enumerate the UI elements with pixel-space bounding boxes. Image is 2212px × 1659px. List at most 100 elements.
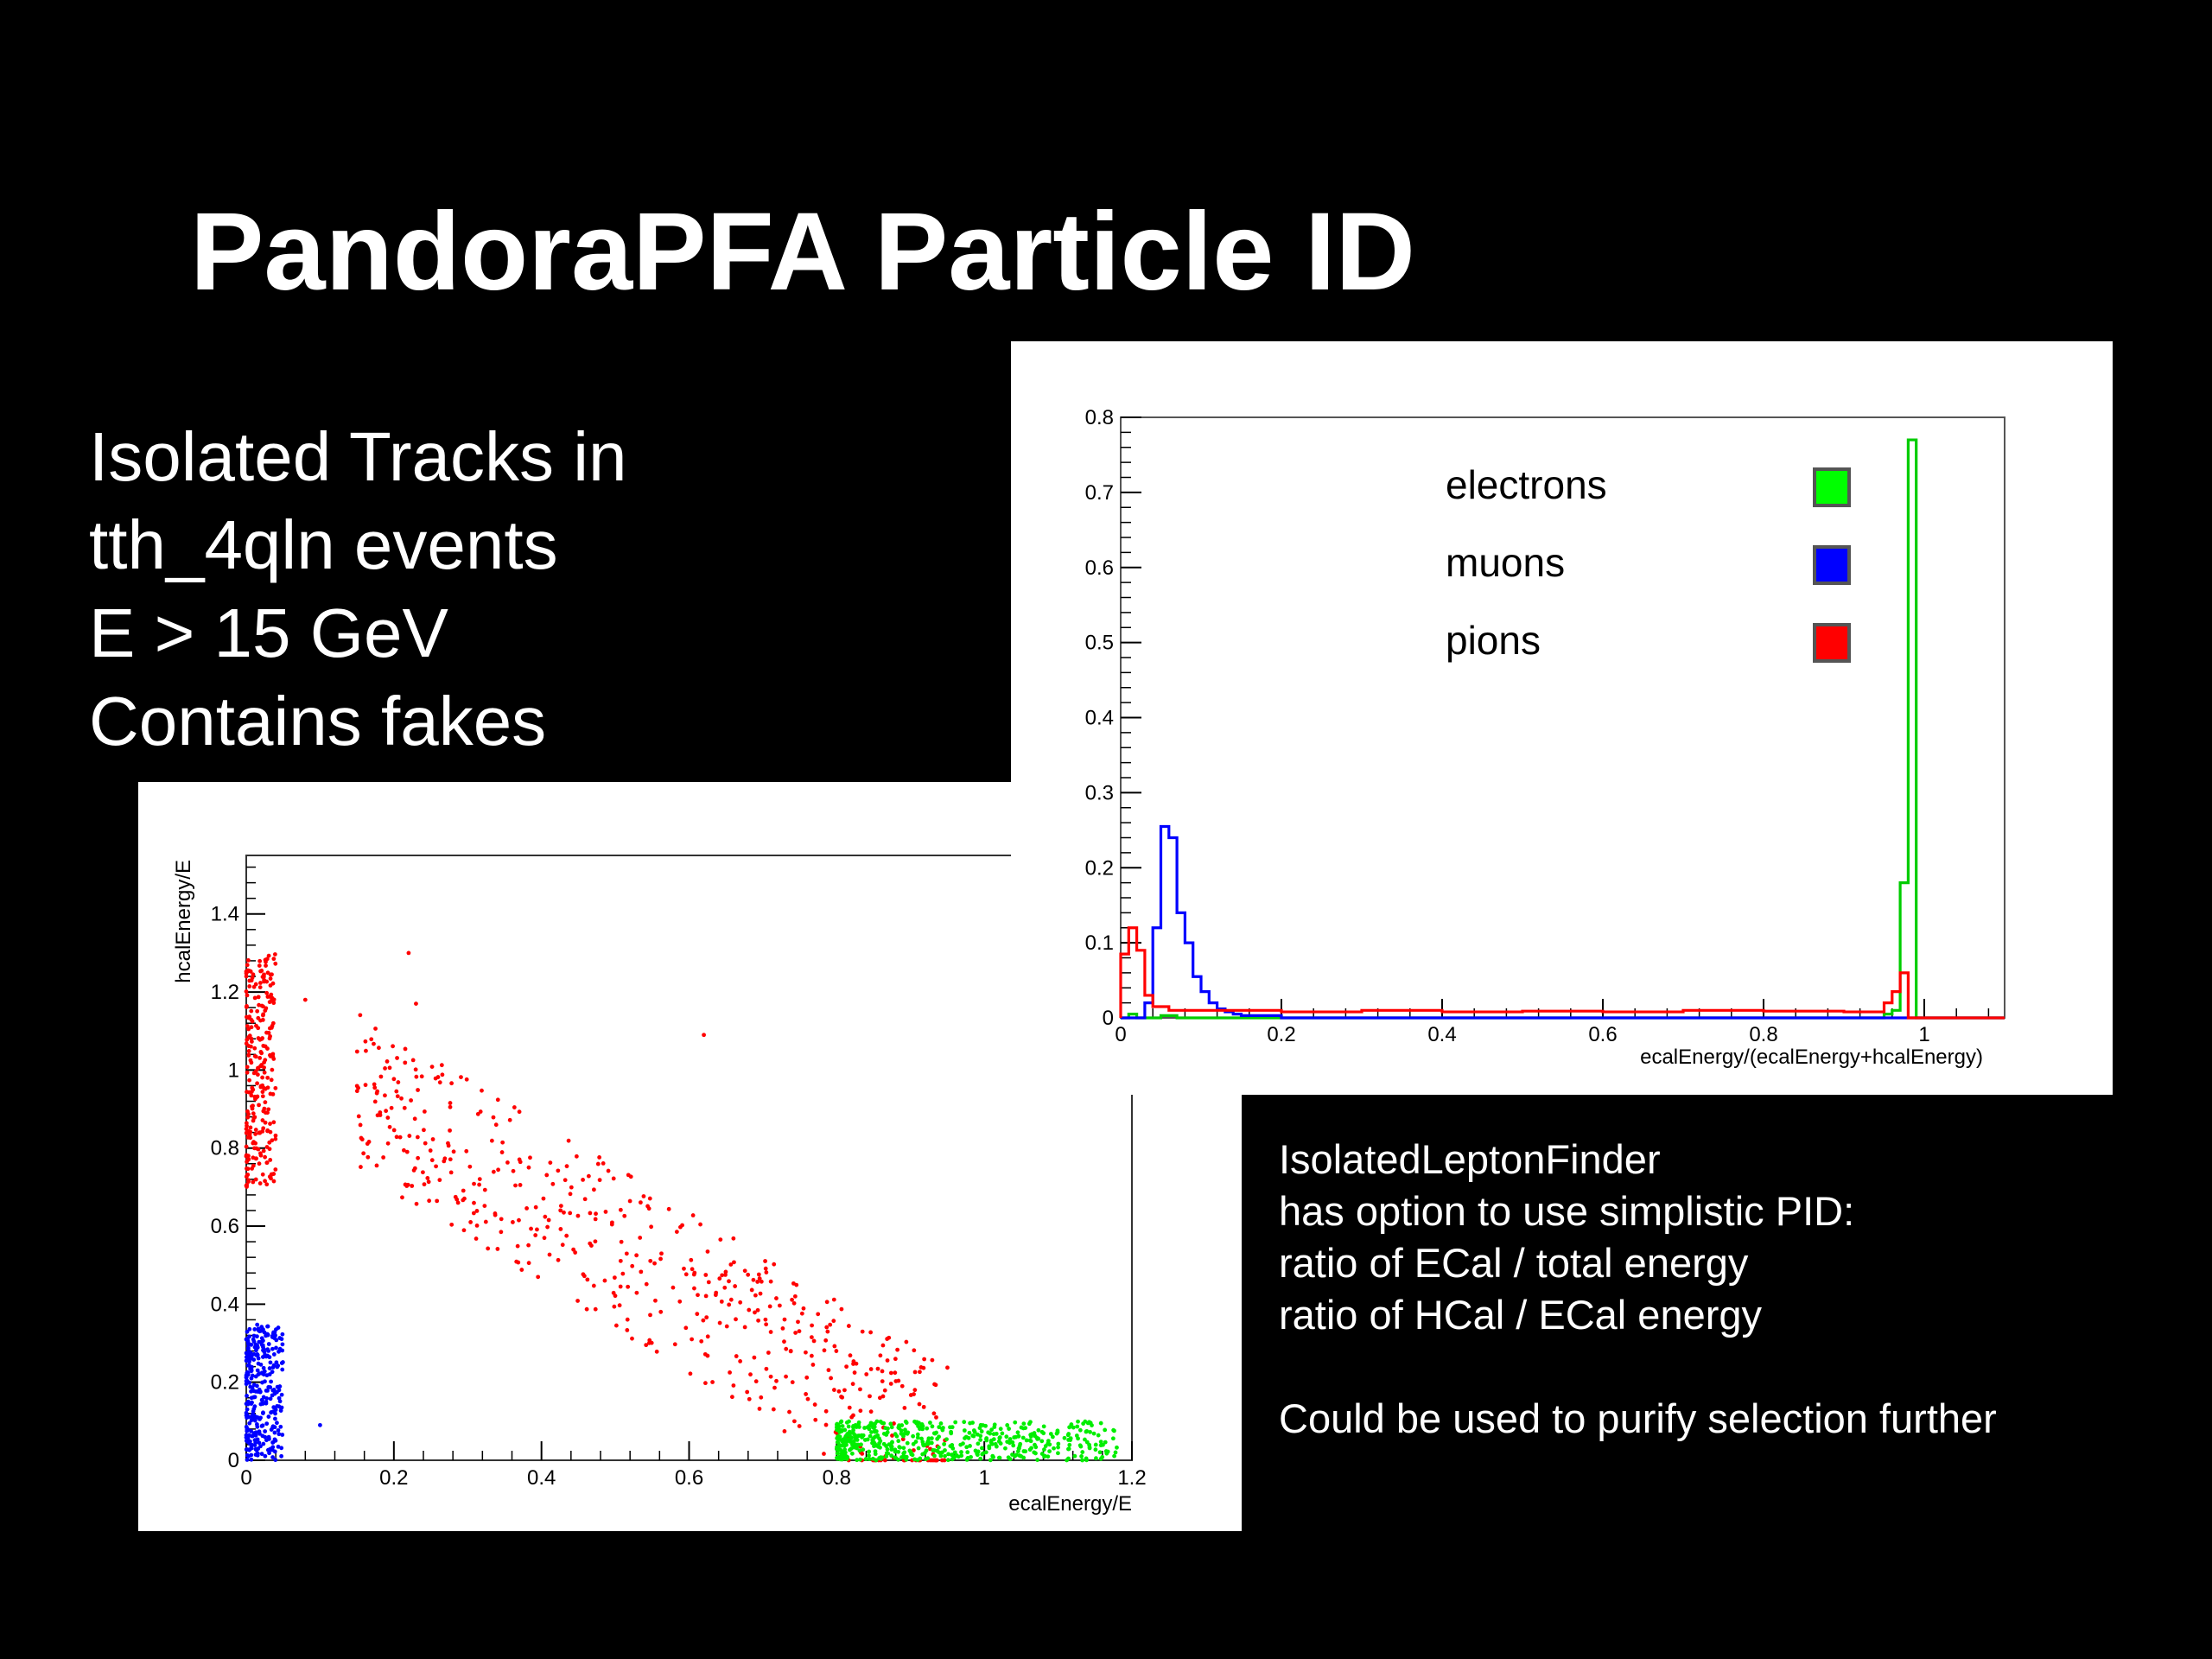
histogram-y-tick-label: 0.8 [1085, 406, 1114, 429]
scatter-point [273, 1085, 278, 1090]
scatter-point [278, 1424, 283, 1429]
scatter-point [246, 1049, 251, 1053]
scatter-point [1047, 1449, 1052, 1454]
scatter-point [365, 1154, 371, 1160]
scatter-point [244, 974, 249, 979]
scatter-point [851, 1427, 855, 1433]
scatter-point [558, 1204, 563, 1209]
scatter-point [627, 1198, 632, 1204]
scatter-point [249, 1376, 254, 1381]
scatter-point [867, 1453, 871, 1459]
scatter-point [318, 1422, 322, 1427]
scatter-point [759, 1395, 764, 1400]
scatter-point [280, 1433, 285, 1437]
scatter-point [870, 1440, 874, 1446]
scatter-point [766, 1351, 771, 1355]
scatter-point [831, 1297, 836, 1302]
histogram-frame [1120, 416, 2005, 1019]
scatter-point [851, 1359, 856, 1363]
scatter-point [255, 1437, 260, 1442]
scatter-point [1087, 1420, 1091, 1425]
scatter-point [847, 1429, 852, 1434]
scatter-point [499, 1150, 505, 1154]
scatter-point [717, 1276, 722, 1281]
scatter-point [245, 1378, 250, 1383]
scatter-point [518, 1160, 523, 1165]
scatter-point [838, 1420, 843, 1425]
scatter-point [731, 1383, 736, 1388]
scatter-point [728, 1370, 732, 1375]
scatter-point [822, 1452, 826, 1456]
scatter-point [978, 1438, 983, 1442]
scatter-point [1088, 1429, 1092, 1434]
scatter-y-tick-label: 1.4 [211, 903, 239, 926]
scatter-point [569, 1185, 574, 1190]
scatter-point [246, 1157, 251, 1162]
scatter-point [917, 1402, 922, 1407]
scatter-point [426, 1179, 431, 1185]
scatter-point [1047, 1442, 1052, 1447]
scatter-point [901, 1446, 906, 1451]
scatter-point [858, 1387, 862, 1392]
scatter-point [410, 1058, 416, 1063]
scatter-point [263, 1434, 268, 1440]
scatter-point [1113, 1450, 1118, 1455]
scatter-point [270, 1052, 276, 1057]
histogram-x-tick-label: 1 [1918, 1023, 1929, 1046]
histogram-y-tick-label: 0.6 [1085, 556, 1114, 580]
scatter-point [1036, 1436, 1041, 1441]
scatter-point [885, 1358, 890, 1363]
scatter-point [264, 963, 268, 968]
scatter-point [258, 1084, 264, 1090]
histogram-plot: 0 0.2 0.4 0.6 0.8 100.10.20.30.40.50.60.70.8e… [1085, 406, 2005, 1069]
scatter-point [1093, 1447, 1098, 1452]
scatter-point [244, 1402, 249, 1407]
scatter-point [854, 1442, 859, 1447]
scatter-point [261, 1355, 265, 1359]
scatter-point [245, 1065, 250, 1070]
scatter-point [998, 1427, 1003, 1432]
scatter-point [856, 1420, 861, 1425]
scatter-point [442, 1156, 448, 1161]
scatter-point [1055, 1428, 1060, 1433]
scatter-point [893, 1370, 898, 1376]
scatter-point [274, 1345, 278, 1351]
scatter-point [722, 1285, 728, 1290]
scatter-point [245, 1407, 250, 1412]
scatter-point [931, 1411, 937, 1416]
scatter-point [264, 1438, 269, 1443]
scatter-point [545, 1224, 550, 1230]
scatter-point [467, 1164, 473, 1169]
scatter-point [920, 1427, 925, 1432]
scatter-point [414, 1001, 418, 1007]
scatter-point [245, 1173, 251, 1177]
scatter-point [719, 1299, 724, 1304]
scatter-point [462, 1196, 467, 1201]
scatter-point [1056, 1441, 1061, 1446]
scatter-point [784, 1346, 789, 1351]
scatter-point [378, 1113, 383, 1117]
scatter-point [526, 1165, 531, 1170]
histogram-x-tick-label: 0.2 [1267, 1023, 1295, 1046]
scatter-point [403, 1060, 408, 1065]
scatter-point [477, 1177, 482, 1181]
scatter-point [253, 1128, 258, 1132]
scatter-point [391, 1044, 395, 1049]
scatter-point [271, 1352, 276, 1357]
histogram-y-tick-label: 0.7 [1085, 481, 1114, 505]
histogram-legend: electrons muons pions [1446, 462, 1851, 663]
scatter-point [568, 1211, 573, 1216]
scatter-point [261, 1004, 265, 1009]
scatter-point [591, 1283, 596, 1288]
scatter-point [252, 1053, 257, 1058]
scatter-point [1029, 1446, 1033, 1451]
scatter-point [516, 1260, 521, 1265]
note-line-2: has option to use simplistic PID: [1279, 1188, 1855, 1234]
scatter-point [988, 1431, 993, 1436]
scatter-point [672, 1342, 677, 1347]
scatter-point [245, 1336, 250, 1341]
scatter-point [925, 1440, 930, 1445]
scatter-point [451, 1149, 456, 1154]
scatter-point [1098, 1421, 1103, 1426]
scatter-point [261, 1013, 265, 1018]
